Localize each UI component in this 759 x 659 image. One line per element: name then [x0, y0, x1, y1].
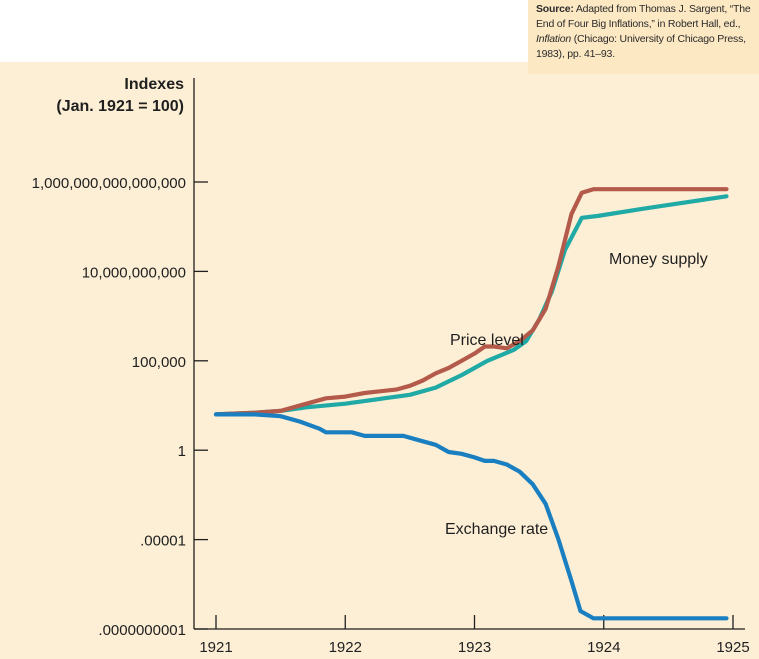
money-supply-annotation: Money supply [609, 251, 708, 268]
chart-panel-background [0, 62, 759, 659]
y-axis-title: Indexes (Jan. 1921 = 100) [56, 74, 184, 118]
source-text-before: Adapted from Thomas J. Sargent, “The End… [536, 3, 751, 30]
exchange-rate-line [213, 412, 729, 621]
y-tick-label: 1,000,000,000,000,000 [32, 175, 186, 192]
x-tick-label: 1923 [458, 639, 491, 656]
money-supply-line [213, 194, 729, 417]
source-text-after: (Chicago: University of Chicago Press, 1… [536, 33, 746, 60]
y-tick-label: 100,000 [132, 354, 186, 371]
y-tick-label: .00001 [140, 533, 186, 550]
exchange-rate-annotation: Exchange rate [445, 521, 548, 538]
price-level-line [213, 187, 729, 417]
price-level-annotation: Price level [450, 332, 524, 349]
x-tick-label: 1921 [199, 639, 232, 656]
x-tick-label: 1924 [587, 639, 620, 656]
y-tick-label: 1 [178, 443, 186, 460]
y-axis-title-line2: (Jan. 1921 = 100) [56, 98, 184, 115]
source-italic-title: Inflation [536, 33, 571, 45]
source-label: Source: [536, 3, 574, 15]
y-axis-title-line1: Indexes [124, 76, 184, 93]
x-tick-label: 1922 [329, 639, 362, 656]
y-tick-label: .0000000001 [98, 622, 186, 639]
source-note: Source: Adapted from Thomas J. Sargent, … [528, 0, 759, 74]
x-tick-label: 1925 [716, 639, 749, 656]
y-tick-label: 10,000,000,000 [82, 264, 186, 281]
